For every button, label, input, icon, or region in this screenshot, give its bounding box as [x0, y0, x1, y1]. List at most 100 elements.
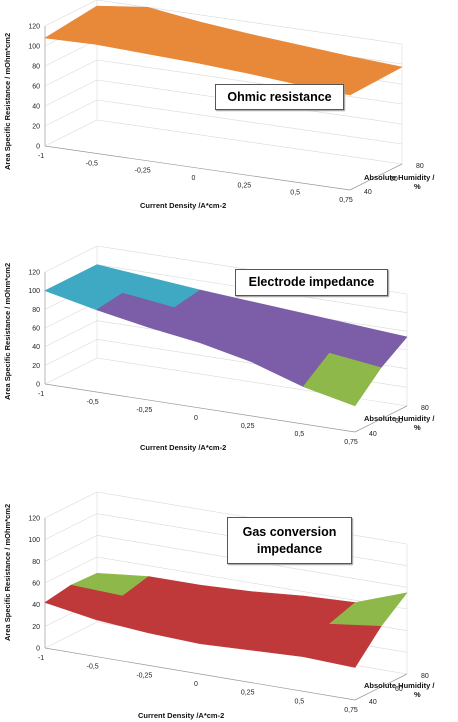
x-axis-line	[44, 383, 356, 433]
chart-title-box: Electrode impedance	[235, 269, 388, 296]
chart-title-line2: impedance	[256, 541, 323, 556]
x-axis-line	[44, 647, 356, 701]
y-tick-label: 120	[28, 516, 40, 523]
z-axis-title-line1: Absolute Humidity /	[364, 414, 435, 423]
gridline-side	[44, 320, 98, 347]
x-tick-label: -0,25	[136, 407, 152, 414]
y-tick-label: 40	[32, 104, 40, 111]
gridline-side	[44, 245, 98, 273]
z-axis-title-line2: %	[414, 182, 421, 191]
x-axis-title: Current Density /A*cm-2	[140, 443, 227, 452]
z-tick-label: 40	[369, 431, 377, 438]
x-tick-label: 0,75	[344, 707, 358, 714]
gridline-side	[44, 357, 98, 385]
x-tick-label: -0,5	[87, 399, 99, 406]
x-tick-label: 0	[194, 681, 198, 688]
x-tick-label: 0,5	[294, 698, 304, 705]
surface-chart-ohmic: 0 20 40 60 80 100 120 -1 -0,5 -0,25 0 0,25 0,5 0,75 40…	[28, 0, 424, 204]
y-tick-label: 60	[32, 326, 40, 333]
z-axis-title: Absolute Humidity / %	[364, 681, 434, 699]
y-tick-label: 80	[32, 559, 40, 566]
x-axis-title: Current Density /A*cm-2	[140, 201, 227, 210]
x-tick-label: -1	[38, 391, 44, 398]
chart-panel-electrode: 0 20 40 60 80 100 120 -1 -0,5 -0,25 0 0,25 0,5 0,75 40…	[0, 240, 458, 481]
x-axis-title: Current Density /A*cm-2	[138, 711, 225, 720]
x-tick-label: 0	[194, 415, 198, 422]
y-tick-label: 80	[32, 64, 40, 71]
chart-title-box: Ohmic resistance	[215, 84, 344, 110]
x-tick-label: 0,5	[294, 431, 304, 438]
x-tick-label: 0,25	[241, 423, 255, 430]
y-tick-label: 40	[32, 344, 40, 351]
surface-chart-gas-conversion: 0 20 40 60 80 100 120 -1 -0,5 -0,25 0 0,25 0,5 0,75 40…	[28, 491, 429, 714]
x-tick-label: -0,5	[86, 160, 98, 167]
z-axis-line	[349, 163, 403, 191]
gridline-side	[44, 491, 98, 519]
y-tick-label: 100	[28, 288, 40, 295]
x-tick-label: -1	[38, 153, 44, 160]
z-axis-title-line1: Absolute Humidity /	[364, 681, 435, 690]
z-tick-label: 80	[421, 673, 429, 680]
surface-chart-electrode: 0 20 40 60 80 100 120 -1 -0,5 -0,25 0 0,25 0,5 0,75 40…	[28, 245, 429, 446]
gridline-back	[96, 99, 403, 145]
x-tick-label: 0,75	[344, 439, 358, 446]
y-tick-label: 100	[28, 44, 40, 51]
gridline-back	[96, 59, 403, 105]
x-tick-label: 0	[192, 175, 196, 182]
z-tick-label: 40	[369, 699, 377, 706]
y-tick-label: 60	[32, 581, 40, 588]
z-axis-title-line2: %	[414, 690, 421, 699]
gridline-back	[96, 119, 403, 165]
chart-title-line1: Gas conversion	[242, 524, 337, 539]
y-tick-label: 100	[28, 537, 40, 544]
chart-panel-ohmic: 0 20 40 60 80 100 120 -1 -0,5 -0,25 0 0,25 0,5 0,75 40…	[0, 0, 458, 241]
y-tick-label: 120	[28, 24, 40, 31]
y-tick-label: 20	[32, 124, 40, 131]
z-axis-line	[354, 405, 408, 433]
y-tick-label: 40	[32, 602, 40, 609]
y-tick-label: 20	[32, 624, 40, 631]
z-tick-label: 60	[395, 418, 403, 425]
gridline-side	[44, 535, 98, 562]
z-tick-label: 60	[395, 686, 403, 693]
x-tick-label: -1	[38, 655, 44, 662]
x-tick-label: 0,5	[290, 190, 300, 197]
gridline-side	[44, 119, 98, 147]
x-tick-label: -0,5	[87, 664, 99, 671]
y-tick-label: 0	[36, 646, 40, 653]
x-tick-label: -0,25	[136, 672, 152, 679]
gridline-side	[44, 621, 98, 649]
x-tick-label: 0,25	[241, 690, 255, 697]
y-tick-label: 0	[36, 382, 40, 389]
gridline-side	[44, 79, 98, 107]
y-tick-label: 20	[32, 363, 40, 370]
z-axis-title-line1: Absolute Humidity /	[364, 173, 435, 182]
gridline-side	[44, 0, 98, 27]
y-axis-title: Area Specific Resistance / mOhm*cm2	[3, 262, 12, 400]
gridline-side	[44, 339, 98, 366]
surface-patch	[303, 623, 382, 668]
gridline-side	[44, 513, 98, 540]
x-tick-label: 0,75	[339, 197, 353, 204]
z-tick-label: 60	[390, 176, 398, 183]
y-tick-label: 80	[32, 307, 40, 314]
y-tick-label: 60	[32, 84, 40, 91]
gridline-side	[44, 59, 98, 87]
z-axis-title-line2: %	[414, 423, 421, 432]
y-axis-title: Area Specific Resistance / mOhm*cm2	[3, 32, 12, 170]
chart-title-box: Gas conversion impedance	[227, 517, 352, 564]
y-axis-title: Area Specific Resistance / mOhm*cm2	[3, 503, 12, 641]
x-tick-label: 0,25	[238, 182, 252, 189]
x-axis-line	[44, 145, 351, 191]
gridline-back	[96, 556, 408, 610]
surface-patch	[303, 352, 382, 407]
z-axis-title: Absolute Humidity / %	[364, 414, 434, 432]
x-tick-label: -0,25	[135, 168, 151, 175]
gridline-side	[44, 39, 98, 67]
y-tick-label: 0	[36, 144, 40, 151]
gridline-side	[44, 556, 98, 584]
y-tick-label: 120	[28, 270, 40, 277]
z-axis-line	[354, 673, 408, 701]
z-axis-title: Absolute Humidity / %	[364, 173, 434, 191]
z-tick-label: 40	[364, 189, 372, 196]
